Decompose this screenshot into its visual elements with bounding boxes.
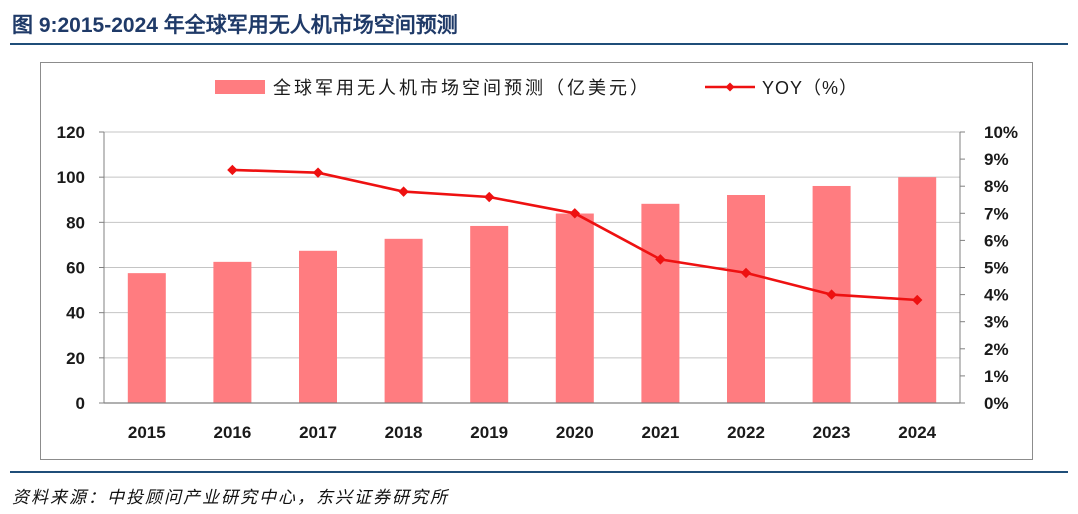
y-tick-label: 100	[57, 168, 85, 187]
source-divider	[10, 471, 1068, 473]
x-tick-label: 2020	[556, 423, 594, 442]
yoy-point-2022	[740, 267, 752, 279]
y2-tick-label: 9%	[984, 150, 1009, 169]
y2-tick-label: 4%	[984, 286, 1009, 305]
yoy-point-2018	[398, 186, 409, 197]
yoy-point-2016	[227, 164, 238, 176]
bar-2016	[213, 261, 252, 403]
yoy-point-2021	[655, 254, 666, 265]
legend-line-marker	[725, 82, 735, 92]
source-note: 资料来源：中投顾问产业研究中心，东兴证券研究所	[12, 488, 449, 507]
bar-2022	[727, 195, 765, 403]
x-tick-label: 2017	[299, 423, 337, 442]
chart-frame: 0 20 40 60 80 100 120 0% 1% 2% 3% 4% 5% 6% 7% 8% 9% 10% 20…	[40, 62, 1033, 460]
x-tick-label: 2016	[213, 423, 251, 442]
legend-bar-label: 全球军用无人机市场空间预测（亿美元）	[273, 78, 651, 98]
x-tick-label: 2024	[898, 423, 936, 442]
y2-tick-label: 0%	[984, 394, 1009, 413]
y2-tick-label: 5%	[984, 259, 1009, 278]
y2-tick-label: 8%	[984, 177, 1009, 196]
bar-2018	[384, 238, 423, 403]
y-tick-label: 120	[57, 123, 85, 142]
yoy-point-2017	[312, 167, 324, 178]
bar-2020	[555, 213, 594, 403]
y-tick-label: 0	[76, 394, 85, 413]
y2-tick-label: 10%	[984, 123, 1018, 142]
yoy-point-2020	[569, 208, 581, 219]
bar-2015	[127, 273, 166, 403]
x-tick-label: 2022	[727, 423, 765, 442]
bar-2019	[470, 225, 509, 403]
x-tick-label: 2015	[128, 423, 166, 442]
bar-2021	[641, 203, 680, 403]
y-tick-label: 20	[66, 349, 85, 368]
bar-2024	[898, 177, 937, 403]
yoy-point-2024	[911, 294, 923, 306]
combo-chart: 0 20 40 60 80 100 120 0% 1% 2% 3% 4% 5% 6% 7% 8% 9% 10% 20…	[57, 78, 1018, 442]
yoy-point-2023	[826, 289, 837, 300]
y2-tick-label: 1%	[984, 367, 1009, 386]
x-tick-label: 2021	[641, 423, 679, 442]
y2-tick-label: 3%	[984, 313, 1009, 332]
bar-2017	[299, 250, 337, 403]
x-tick-label: 2018	[385, 423, 423, 442]
yoy-point-2019	[483, 191, 495, 203]
y-tick-label: 40	[66, 304, 85, 323]
legend-line-label: YOY（%）	[762, 78, 858, 98]
title-divider	[10, 43, 1068, 45]
x-tick-label: 2019	[470, 423, 508, 442]
y-tick-label: 80	[66, 213, 85, 232]
x-tick-label: 2023	[813, 423, 851, 442]
y-tick-label: 60	[66, 259, 85, 278]
y2-tick-label: 7%	[984, 204, 1009, 223]
legend-bar-swatch	[215, 80, 265, 94]
y2-tick-label: 6%	[984, 231, 1009, 250]
y2-tick-label: 2%	[984, 340, 1009, 359]
figure-title: 图 9:2015-2024 年全球军用无人机市场空间预测	[12, 14, 458, 37]
